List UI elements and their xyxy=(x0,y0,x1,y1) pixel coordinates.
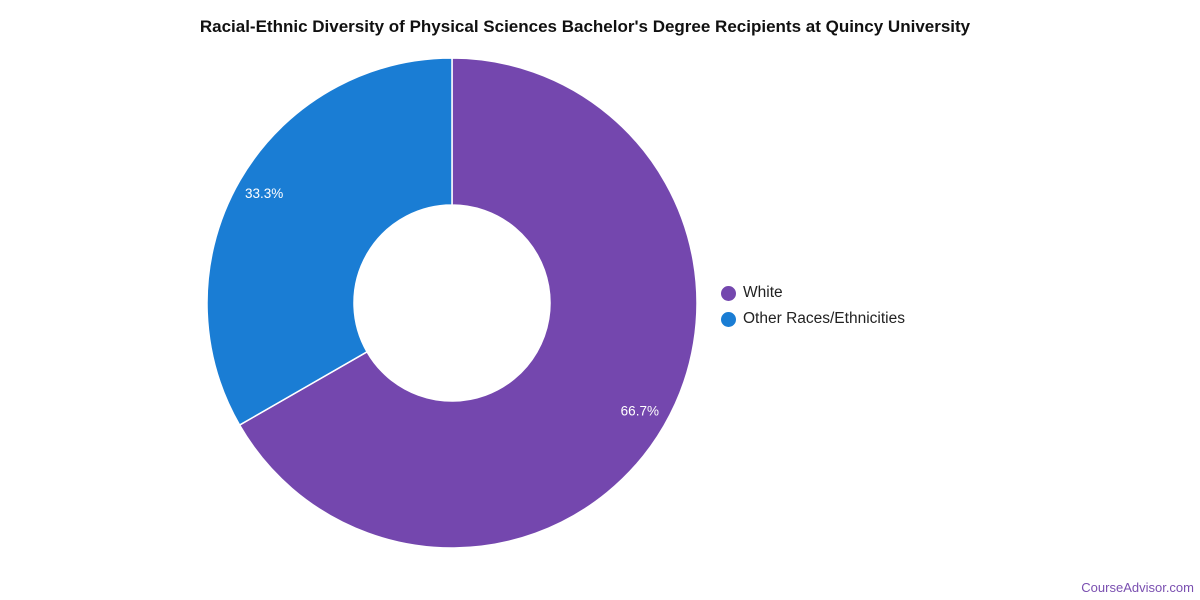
slice-other-races-ethnicities[interactable] xyxy=(206,57,453,427)
legend-swatch-other xyxy=(721,311,736,327)
chart-title: Racial-Ethnic Diversity of Physical Scie… xyxy=(199,17,971,36)
slice-value-label: 33.3% xyxy=(245,186,283,201)
legend-item-other[interactable]: Other Races/Ethnicities xyxy=(721,306,905,332)
source-credit[interactable]: CourseAdvisor.com xyxy=(1081,580,1194,595)
slice-white[interactable] xyxy=(238,57,698,549)
legend-label-white: White xyxy=(743,284,783,301)
slice-value-label: 66.7% xyxy=(621,403,659,418)
chart-legend: White Other Races/Ethnicities xyxy=(721,280,905,332)
legend-swatch-white xyxy=(721,285,736,301)
legend-label-other: Other Races/Ethnicities xyxy=(743,310,905,327)
legend-item-white[interactable]: White xyxy=(721,280,905,306)
